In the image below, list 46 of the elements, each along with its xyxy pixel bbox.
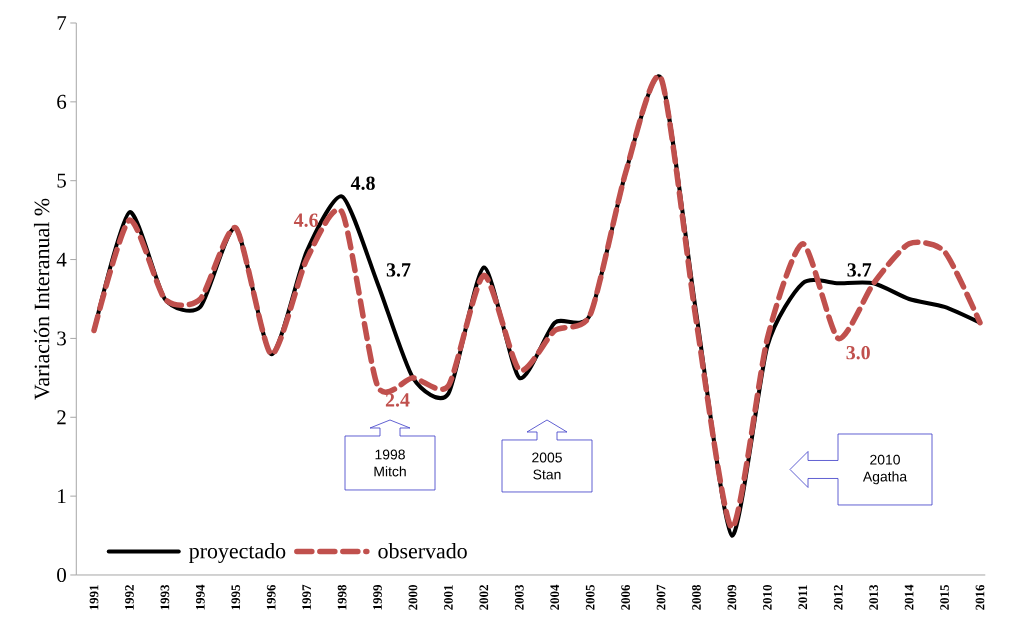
x-tick-label: 2009	[727, 584, 737, 610]
x-tick-label: 2001	[444, 585, 453, 610]
x-tick-label: 1992	[125, 585, 134, 610]
data-label: 3.7	[847, 263, 872, 277]
x-tick-label: 1995	[231, 584, 241, 610]
x-tick-label: 1997	[302, 584, 311, 610]
legend-label: observado	[378, 543, 467, 559]
x-tick-label: 2007	[656, 584, 666, 610]
x-tick-label: 2013	[869, 584, 879, 610]
annotation: 2005 Stan	[532, 452, 562, 480]
x-tick-label: 2003	[514, 584, 524, 610]
legend-label: proyectado	[189, 543, 286, 563]
x-tick-label: 2016	[975, 584, 985, 610]
data-label: 4.8	[350, 176, 375, 190]
data-label: 2.4	[385, 393, 410, 407]
data-label: 4.6	[293, 213, 318, 227]
x-tick-label: 2010	[762, 585, 772, 610]
x-tick-label: 2015	[940, 584, 949, 610]
x-tick-label: 2011	[798, 585, 808, 610]
data-label: 3.7	[386, 263, 411, 277]
annotation: 2010 Agatha	[862, 454, 908, 485]
y-tick-label: 6	[57, 94, 67, 109]
x-tick-label: 2014	[904, 584, 914, 610]
x-tick-label: 2000	[408, 585, 418, 610]
y-tick-label: 7	[57, 16, 67, 30]
x-tick-label: 2012	[833, 585, 843, 610]
y-tick-label: 5	[57, 173, 66, 188]
data-label: 3.0	[846, 345, 870, 360]
y-tick-label: 3	[57, 331, 66, 346]
x-tick-label: 1994	[195, 584, 205, 610]
annotation: 1998 Mitch	[374, 449, 406, 477]
x-tick-label: 1996	[266, 584, 276, 610]
x-tick-label: 1991	[89, 585, 99, 610]
y-tick-label: 4	[56, 252, 67, 267]
x-tick-label: 1998	[337, 584, 347, 610]
x-tick-label: 2008	[692, 584, 701, 610]
y-tick-label: 0	[57, 567, 66, 583]
y-tick-label: 1	[58, 489, 66, 504]
x-tick-label: 2005	[585, 584, 595, 610]
x-tick-label: 2004	[550, 584, 560, 610]
x-tick-label: 1993	[160, 584, 170, 610]
y-axis-title: Variación Interanual %	[33, 198, 50, 400]
x-tick-label: 1999	[373, 584, 382, 610]
y-tick-label: 2	[57, 410, 66, 425]
x-tick-label: 2002	[479, 585, 489, 610]
x-tick-label: 2006	[621, 584, 630, 610]
